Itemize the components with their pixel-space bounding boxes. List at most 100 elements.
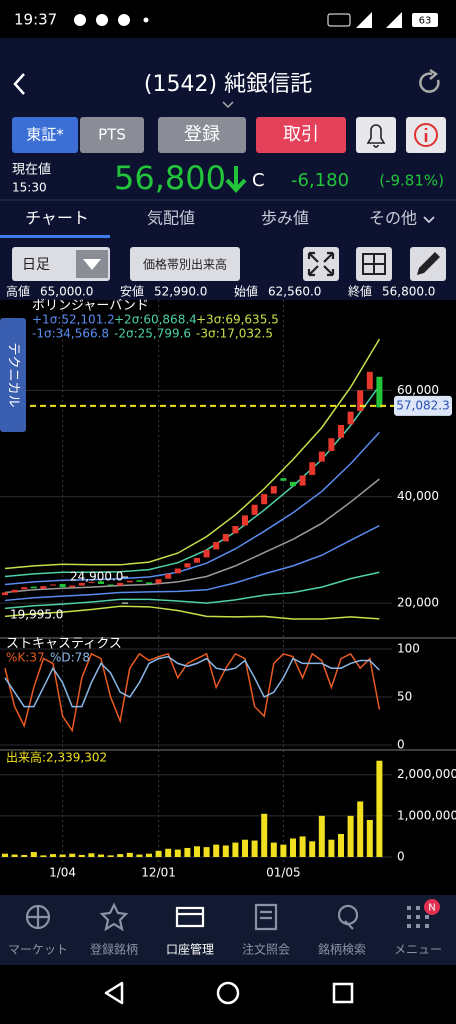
nav-label[interactable]: メニュー [394,943,442,957]
band-line [4,524,380,602]
candle [270,486,277,494]
trade-button[interactable] [256,117,346,153]
indicator-line [4,652,381,733]
period-label: 日足 [22,257,50,273]
candle [21,587,28,590]
pencil-icon [417,252,440,275]
nav-label[interactable]: 銘柄検索 [318,942,366,957]
technical-label: テクニカル [6,342,21,407]
ohlc-label: 始値 [234,284,258,299]
signal [386,12,402,28]
y-tick-label: 40,000 [397,489,439,503]
volume-bar [174,849,181,857]
legend-entry: %D:78 [50,651,90,665]
legend-entry: +2σ:60,868.4 [114,313,197,327]
icon [74,14,86,26]
refresh-arrow [429,68,439,80]
signal [356,12,372,28]
market-button[interactable] [12,117,78,153]
candle [232,525,239,534]
candle [88,581,95,583]
pts-label: PTS [98,126,126,144]
nav-icon [25,904,51,930]
tab[interactable]: 気配値 [147,209,195,228]
nav-label[interactable]: 注文照会 [242,943,290,957]
volume-bar [347,815,354,857]
tab[interactable]: チャート [25,209,89,228]
volume-bar [184,847,191,857]
change-pct: (-9.81%) [379,172,444,190]
current-price-box [394,395,452,416]
nav-label[interactable]: マーケット [8,943,68,957]
candle [98,581,104,584]
icon [96,14,108,26]
status-icons [74,12,438,28]
candle [146,582,152,584]
volume-bar [232,842,239,857]
refresh-button[interactable] [419,72,440,93]
legend-entry: +3σ:69,635.5 [196,313,279,327]
register-button[interactable] [158,117,246,153]
candle [165,573,172,579]
legend-entry: -3σ:17,032.5 [196,327,273,341]
candle [59,583,66,588]
nav-label[interactable]: 口座管理 [166,942,214,957]
register-label: 登録 [184,124,220,145]
fullscreen-button[interactable] [303,247,339,281]
band-line [4,338,381,570]
candle [242,515,248,526]
candle [78,582,85,586]
volume-bar [366,819,373,857]
back-button[interactable] [13,73,25,95]
tab-indicator [0,235,110,238]
system-recents[interactable] [332,982,354,1004]
candle [40,586,47,589]
annotation: 24,900.0 [70,570,123,584]
volume-bar [59,854,66,857]
legend-entry: -1σ:34,566.8 [32,327,109,341]
title-chevron[interactable] [222,101,234,109]
nav-label[interactable]: 登録銘柄 [90,942,138,957]
volume-bar [2,853,8,857]
middle-band [4,478,380,594]
system-home[interactable] [216,981,240,1005]
candle [11,589,18,593]
price: 56,800 [114,159,226,197]
panel-title: ストキャスティクス [6,637,122,652]
y-tick-label: 0 [397,738,405,752]
bell-icon [366,124,386,148]
candle [117,582,124,586]
candle [347,411,354,425]
volume-bar [203,847,210,857]
candle [299,475,306,486]
legend-entry: -2σ:25,799.6 [114,327,191,341]
volume-bar [165,848,172,857]
volume-bar [88,853,95,857]
band-line [4,431,380,586]
volume-bar [328,839,335,857]
chart-title: ボリンジャーバンド [32,299,149,314]
price-flag: C [252,170,265,191]
tab[interactable]: その他 [369,209,417,228]
volume-bar [155,850,162,857]
volume-bar [376,760,383,857]
system-back[interactable] [104,981,124,1005]
chart-bg [0,300,456,895]
volume-by-price-button[interactable] [130,247,240,281]
volume-bar [107,855,114,857]
x-tick-label: 01/05 [266,866,301,880]
volume-bar [309,841,316,857]
band-line [4,571,380,610]
alert-button[interactable] [356,117,396,153]
dropdown-arrow [83,259,101,270]
nav-icon-dot [407,906,411,910]
volume-bar [338,833,344,857]
nav-icon-dot [425,915,429,919]
candle [309,462,316,475]
technical-tab[interactable] [0,318,26,432]
tab[interactable]: 歩み値 [261,209,309,228]
candle [184,563,191,568]
y-tick-label: 20,000 [397,596,439,610]
pts-button[interactable] [80,117,144,153]
